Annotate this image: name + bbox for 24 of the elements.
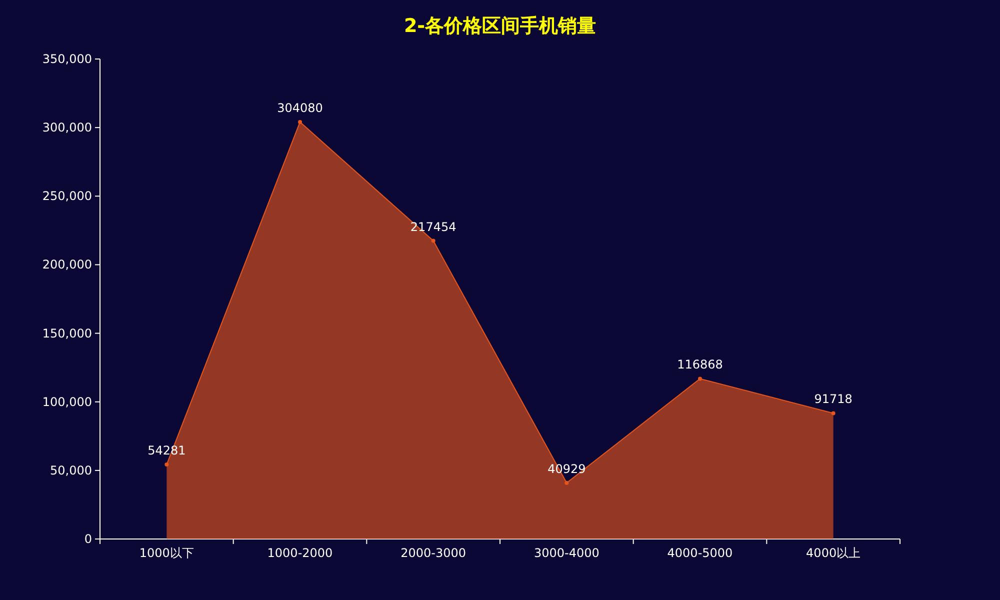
data-label: 91718: [814, 392, 852, 406]
data-label: 304080: [277, 100, 323, 115]
x-tick-label: 3000-4000: [534, 546, 600, 560]
x-tick-label: 1000以下: [139, 546, 194, 560]
y-tick-label: 350,000: [42, 52, 92, 66]
point: [431, 238, 436, 243]
x-tick-label: 4000-5000: [667, 546, 733, 560]
point: [298, 120, 302, 124]
x-tick-label: 2000-3000: [400, 546, 466, 560]
point: [698, 376, 702, 381]
chart-title: 2-各价格区间手机销量: [404, 15, 596, 37]
y-tick-label: 100,000: [42, 394, 92, 409]
y-tick-label: 250,000: [42, 189, 92, 204]
point: [564, 480, 569, 485]
y-tick-label: 150,000: [42, 326, 92, 340]
point: [831, 411, 836, 416]
y-tick-label: 200,000: [42, 258, 92, 272]
x-tick-label: 1000-2000: [267, 546, 333, 560]
y-tick-label: 50,000: [50, 463, 92, 478]
y-tick-label: 0: [84, 532, 92, 546]
y-tick-label: 300,000: [42, 120, 92, 135]
data-label: 116868: [677, 358, 723, 372]
x-tick-label: 4000以上: [806, 546, 861, 560]
point: [164, 462, 169, 467]
